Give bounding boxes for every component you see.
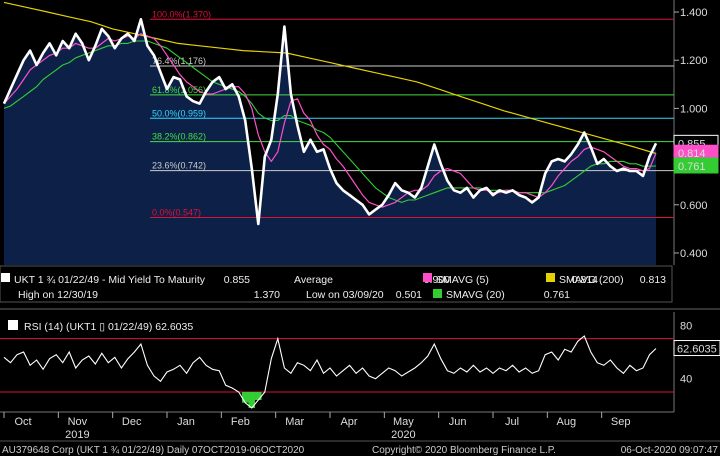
fib-level-label: 100.0%(1.370) — [152, 9, 211, 19]
rsi-value-tag-label: 62.6035 — [677, 344, 717, 356]
rsi-line — [3, 335, 657, 409]
fib-level-label: 38.2%(0.862) — [152, 132, 206, 142]
x-year-label: 2020 — [391, 429, 415, 441]
x-tick-label: Apr — [340, 416, 357, 428]
legend-label: High on 12/30/19 — [18, 289, 98, 301]
x-year-label: 2019 — [65, 429, 89, 441]
x-tick-label: Jan — [177, 416, 195, 428]
x-tick-label: Mar — [285, 416, 304, 428]
legend-box — [0, 265, 673, 303]
legend-label: SMAVG (200) — [559, 274, 624, 286]
legend-value: 0.855 — [224, 274, 250, 286]
x-axis: Oct Nov Dec Jan Feb Mar Apr May Jun Jul Aug Sep 2019… — [0, 411, 674, 441]
x-tick-label: Jun — [449, 416, 467, 428]
legend-value: 0.761 — [544, 289, 570, 301]
fib-level-label: 76.4%(1.176) — [152, 56, 206, 66]
rsi-oversold-fill — [241, 392, 249, 403]
price-y-tick-label: 0.600 — [680, 200, 708, 212]
price-y-tick-label: 1.200 — [680, 55, 708, 67]
rsi-y-tick-label: 40 — [680, 374, 692, 386]
legend-label: Low on 03/09/20 — [306, 289, 384, 301]
x-tick-label: Nov — [68, 416, 88, 428]
x-tick-label: Feb — [231, 416, 250, 428]
x-tick-label: Jul — [505, 416, 519, 428]
rsi-value-tag-box — [673, 340, 720, 357]
rsi-oversold-fill — [255, 392, 262, 400]
yield-area-fill — [4, 19, 656, 265]
x-tick-label: May — [393, 416, 414, 428]
footer: AU379648 Corp (UKT 1 ¾ 01/22/49) Daily 0… — [0, 440, 720, 456]
legend-value: 0.813 — [640, 274, 666, 286]
price-panel: 1.4001.2001.0000.8000.6000.400100.0%(1.3… — [2, 0, 719, 265]
legend: UKT 1 ¾ 01/22/49 - Mid Yield To Maturity… — [0, 265, 673, 303]
footer-left: AU379648 Corp (UKT 1 ¾ 01/22/49) Daily 0… — [2, 445, 305, 456]
legend-label: Average — [294, 274, 333, 286]
value-tag-box — [673, 157, 719, 174]
footer-right: 06-Oct-2020 09:07:47 — [621, 445, 719, 456]
value-tag-label: 0.761 — [678, 161, 706, 173]
rsi-y-tick-label: 80 — [680, 320, 692, 332]
rsi-oversold-fill — [248, 392, 256, 408]
rsi-swatch — [8, 320, 18, 330]
series-line — [3, 1, 657, 155]
legend-swatch — [433, 289, 442, 298]
value-tag-label: 0.814 — [678, 148, 706, 160]
x-tick-label: Sep — [611, 416, 631, 428]
price-y-tick-label: 1.000 — [680, 103, 708, 115]
fib-level-label: 61.8%(1.056) — [152, 85, 206, 95]
legend-value: 1.370 — [254, 289, 280, 301]
legend-swatch — [546, 273, 555, 282]
fib-level-label: 23.6%(0.742) — [152, 161, 206, 171]
rsi-panel: RSI (14) (UKT1 ▯ 01/22/49) 62.6035806040… — [0, 308, 720, 412]
fib-level-label: 0.0%(0.547) — [152, 208, 201, 218]
legend-label: UKT 1 ¾ 01/22/49 - Mid Yield To Maturity — [14, 274, 206, 286]
series-line — [2, 18, 658, 226]
x-tick-label: Aug — [557, 416, 577, 428]
rsi-title: RSI (14) (UKT1 ▯ 01/22/49) 62.6035 — [24, 321, 193, 333]
legend-value: 0.814 — [572, 274, 598, 286]
price-y-tick-label: 0.400 — [680, 248, 708, 260]
legend-swatch — [423, 273, 432, 282]
legend-label: SMAVG (5) — [436, 274, 489, 286]
legend-swatch — [1, 273, 10, 282]
x-tick-label: Dec — [122, 416, 142, 428]
price-y-tick-label: 1.400 — [680, 7, 708, 19]
series-line — [3, 33, 657, 208]
footer-center: Copyright© 2020 Bloomberg Finance L.P. — [372, 445, 556, 456]
legend-value: 0.501 — [396, 289, 422, 301]
x-tick-label: Oct — [14, 416, 31, 428]
legend-label: SMAVG (20) — [446, 289, 505, 301]
fib-level-label: 50.0%(0.959) — [152, 108, 206, 118]
